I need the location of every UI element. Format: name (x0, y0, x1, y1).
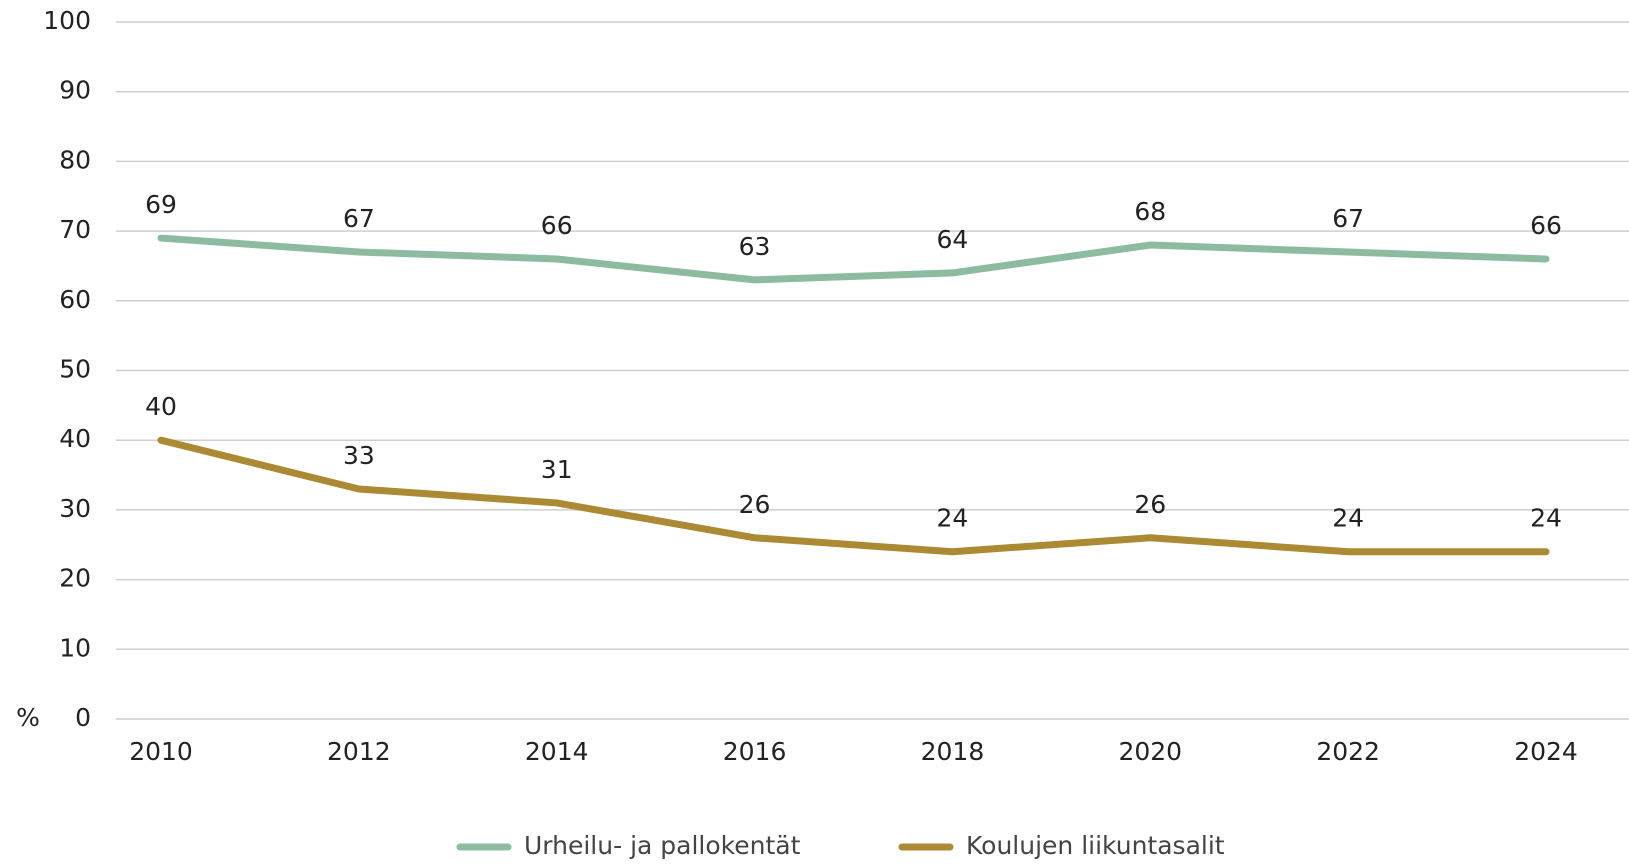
series-line (157, 436, 1550, 556)
data-label: 69 (145, 190, 177, 219)
data-label: 66 (1530, 211, 1562, 240)
y-tick-label: 20 (59, 564, 91, 593)
x-tick-label: 2020 (1118, 737, 1182, 766)
y-tick-label: 30 (59, 494, 91, 523)
data-label: 26 (739, 490, 771, 519)
data-label: 24 (1332, 504, 1364, 533)
x-tick-label: 2018 (921, 737, 985, 766)
y-tick-label: 0 (75, 703, 91, 732)
data-label: 67 (1332, 204, 1364, 233)
legend-label: Koulujen liikuntasalit (966, 831, 1225, 860)
legend-label: Urheilu- ja pallokentät (524, 831, 801, 860)
y-tick-label: 40 (59, 424, 91, 453)
x-tick-label: 2012 (327, 737, 391, 766)
data-label: 68 (1134, 197, 1166, 226)
x-tick-label: 2014 (525, 737, 589, 766)
y-unit-label: % (16, 703, 40, 732)
x-tick-label: 2022 (1316, 737, 1380, 766)
data-label: 33 (343, 441, 375, 470)
data-label: 24 (937, 504, 969, 533)
data-label: 31 (541, 455, 573, 484)
data-label: 24 (1530, 504, 1562, 533)
data-label: 26 (1134, 490, 1166, 519)
y-tick-label: 70 (59, 215, 91, 244)
y-tick-label: 90 (59, 76, 91, 105)
x-tick-label: 2016 (723, 737, 787, 766)
data-label: 66 (541, 211, 573, 240)
y-tick-label: 10 (59, 633, 91, 662)
y-tick-label: 50 (59, 355, 91, 384)
y-tick-label: 60 (59, 285, 91, 314)
data-label: 64 (937, 225, 969, 254)
data-label: 63 (739, 232, 771, 261)
x-tick-label: 2024 (1514, 737, 1578, 766)
data-label: 40 (145, 392, 177, 421)
x-tick-label: 2010 (129, 737, 193, 766)
y-tick-label: 80 (59, 145, 91, 174)
series-line (157, 234, 1550, 284)
y-tick-label: 100 (43, 6, 91, 35)
data-label: 67 (343, 204, 375, 233)
